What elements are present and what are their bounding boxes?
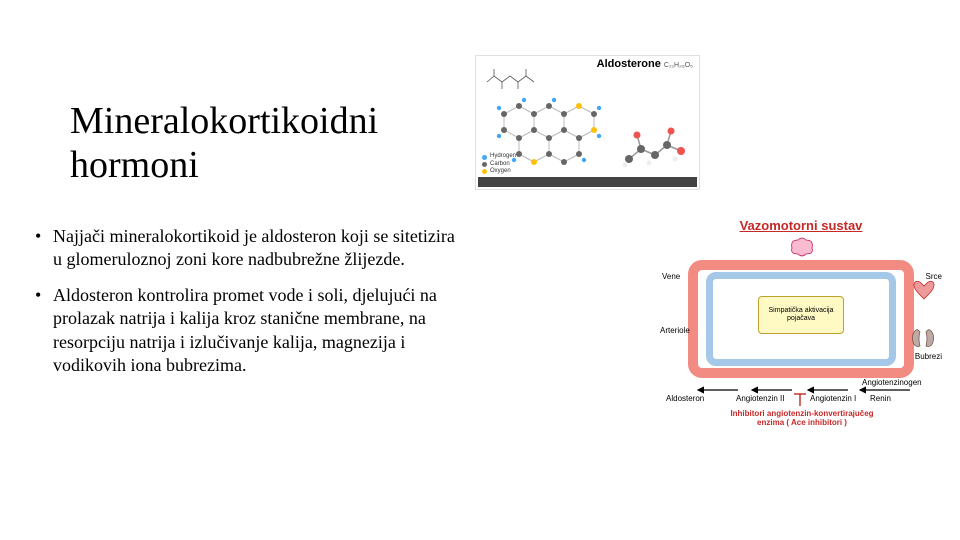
label-renin: Renin: [870, 394, 891, 403]
figure-vasomotor-system: Vazomotorni sustav Simpatička aktivacija…: [660, 218, 942, 434]
brain-icon: [788, 236, 816, 263]
label-inhibitor: Inhibitori angiotenzin-konvertirajučegen…: [716, 410, 888, 428]
label-angiotenzin2: Angiotenzin II: [736, 394, 784, 403]
slide-title: Mineralokortikoidni hormoni: [70, 100, 378, 187]
title-line-1: Mineralokortikoidni: [70, 100, 378, 142]
center-box: Simpatička aktivacijapojačava: [758, 296, 844, 334]
label-angiotenzinogen: Angiotenzinogen: [862, 378, 922, 387]
ball-stick-model-icon: [617, 119, 695, 175]
label-vene: Vene: [662, 272, 680, 281]
label-arteriole: Arteriole: [660, 326, 690, 335]
title-line-2: hormoni: [70, 144, 199, 186]
bullet-item: Aldosteron kontrolira promet vode i soli…: [35, 284, 455, 378]
heart-icon: [912, 278, 936, 307]
molecule-legend: Hydrogen Carbon Oxygen: [482, 153, 516, 175]
bullet-list: Najjači mineralokortikoid je aldosteron …: [35, 225, 455, 389]
figure-aldosterone-molecule: Aldosterone C₂₁H₂₈O₅: [475, 55, 700, 190]
label-angiotenzin1: Angiotenzin I: [810, 394, 856, 403]
bullet-item: Najjači mineralokortikoid je aldosteron …: [35, 225, 455, 272]
figure-footer-bar: [478, 177, 697, 187]
skeletal-formula-icon: [482, 62, 542, 92]
figure-caption: Aldosterone C₂₁H₂₈O₅: [597, 58, 693, 70]
label-bubrezi: Bubrezi: [915, 352, 942, 361]
kidney-icon: [910, 328, 936, 355]
label-aldosteron: Aldosteron: [666, 394, 704, 403]
label-srce: Srce: [926, 272, 942, 281]
diagram-title: Vazomotorni sustav: [740, 218, 863, 233]
